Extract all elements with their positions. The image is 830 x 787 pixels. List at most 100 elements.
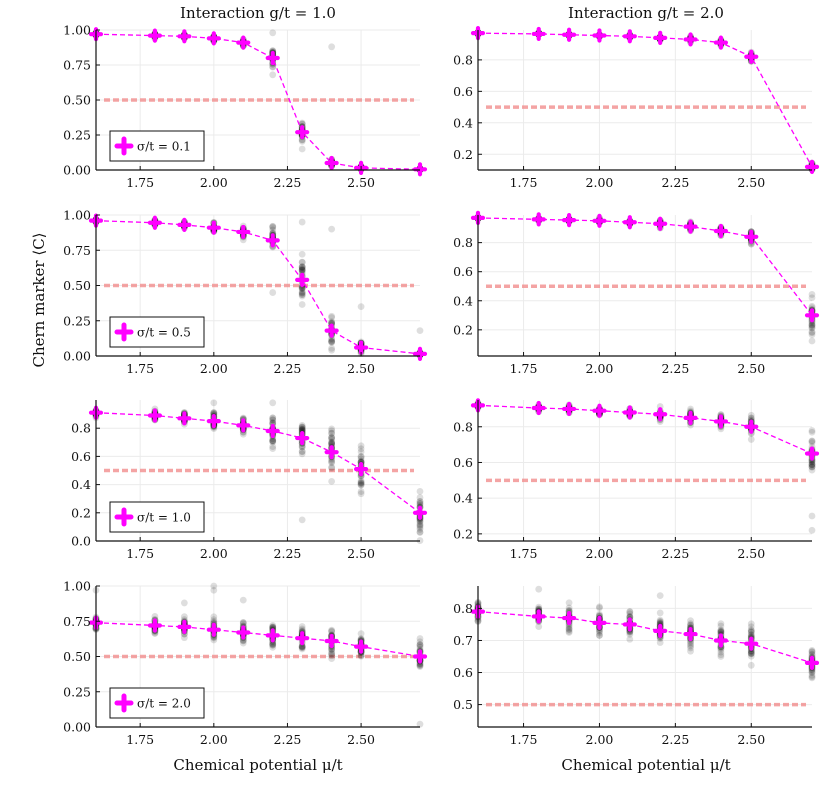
x-tick-label: 2.25 <box>274 361 302 376</box>
y-tick-label: 0.4 <box>453 293 473 308</box>
sample-point <box>269 399 277 407</box>
mean-marker <box>324 323 339 338</box>
sample-point <box>298 425 306 433</box>
mean-line <box>477 610 813 664</box>
x-tick-label: 2.50 <box>347 732 375 747</box>
y-tick-label: 0.5 <box>453 697 473 712</box>
x-tick-label: 2.00 <box>200 732 228 747</box>
sample-point <box>747 650 755 657</box>
mean-marker <box>653 623 668 638</box>
sample-point <box>808 321 816 329</box>
mean-marker <box>622 405 637 420</box>
sample-point <box>416 640 424 648</box>
legend-label: σ/t = 0.1 <box>137 140 191 154</box>
sample-point <box>808 461 816 469</box>
x-tick-label: 1.75 <box>126 361 154 376</box>
sample-point <box>808 463 816 470</box>
subplot-r1c1: 1.75 2.00 2.25 2.50 0.2 0.4 0.6 0.8 <box>453 210 820 376</box>
sample-point <box>656 619 664 627</box>
sample-point <box>180 613 188 621</box>
sample-point <box>269 640 277 648</box>
sample-point <box>269 437 277 445</box>
sample-point <box>416 500 424 508</box>
sample-point <box>328 336 336 344</box>
sample-point <box>328 312 336 320</box>
sample-point <box>717 628 725 636</box>
mean-line <box>95 412 421 514</box>
mean-marker <box>592 28 607 43</box>
sample-point <box>687 617 694 625</box>
y-tick-label: 0.6 <box>453 665 473 680</box>
sample-point <box>357 488 365 495</box>
mean-marker <box>324 445 339 460</box>
sample-point <box>298 425 306 433</box>
sample-point <box>808 646 816 654</box>
mean-marker <box>561 610 577 626</box>
sample-point <box>298 642 306 650</box>
y-tick-label: 0.4 <box>453 115 473 130</box>
sample-point <box>269 414 277 422</box>
sample-point <box>416 635 424 642</box>
sample-point <box>357 477 365 485</box>
sample-point <box>357 453 365 460</box>
mean-marker <box>592 403 607 418</box>
subplot-r2c1: 1.75 2.00 2.25 2.50 0.2 0.4 0.6 0.8 <box>453 398 820 561</box>
mean-marker <box>622 215 637 230</box>
sample-point <box>269 437 277 445</box>
sample-point <box>180 634 188 642</box>
sample-point <box>416 327 424 335</box>
sample-point <box>269 438 277 446</box>
x-tick-label: 2.50 <box>347 546 375 561</box>
sample-point <box>357 479 365 487</box>
sample-point <box>596 629 603 637</box>
sample-point <box>626 608 634 616</box>
sample-point <box>269 641 277 649</box>
mean-marker <box>683 32 698 47</box>
sample-point <box>747 649 755 657</box>
sample-point <box>328 628 336 636</box>
sample-point <box>717 628 725 636</box>
mean-marker <box>147 215 163 230</box>
subplot-r2c0: 1.75 2.00 2.25 2.50 0.0 0.2 0.4 0.6 0.8 σ/t = 1.0 <box>71 399 428 561</box>
sample-point <box>808 458 816 466</box>
sample-point <box>298 291 306 299</box>
sample-point <box>328 477 336 485</box>
sample-point <box>357 652 365 660</box>
sample-point <box>808 328 816 336</box>
y-tick-label: 0.75 <box>63 614 91 629</box>
sample-point <box>565 622 573 630</box>
sample-point <box>565 599 573 607</box>
subplot-r1c0: 1.75 2.00 2.25 2.50 0.00 0.25 0.50 0.75 1.00 σ/t … <box>63 208 428 376</box>
sample-point <box>656 609 664 617</box>
mean-marker <box>622 617 637 632</box>
mean-marker <box>353 340 369 355</box>
sample-point <box>808 324 816 331</box>
sample-point <box>298 120 306 128</box>
y-tick-label: 0.0 <box>71 534 91 549</box>
sample-point <box>239 596 247 604</box>
sample-point <box>808 668 816 676</box>
sample-point <box>565 627 573 635</box>
sample-point <box>596 632 603 639</box>
sample-point <box>596 627 603 635</box>
sample-point <box>747 650 755 658</box>
sample-point <box>808 461 816 469</box>
sample-point <box>269 640 277 648</box>
sample-point <box>747 627 755 635</box>
sample-point <box>687 639 694 647</box>
sample-point <box>328 430 336 437</box>
mean-marker <box>236 625 251 640</box>
sample-point <box>298 250 306 258</box>
sample-point <box>416 487 424 495</box>
mean-marker <box>531 212 546 227</box>
mean-marker <box>147 28 163 43</box>
sample-point <box>328 338 336 345</box>
sample-point <box>808 463 816 471</box>
mean-line <box>477 217 813 316</box>
mean-line <box>95 622 421 658</box>
sample-point <box>210 409 218 416</box>
sample-point <box>565 629 573 636</box>
sample-point <box>687 642 694 650</box>
legend-marker <box>114 322 134 342</box>
